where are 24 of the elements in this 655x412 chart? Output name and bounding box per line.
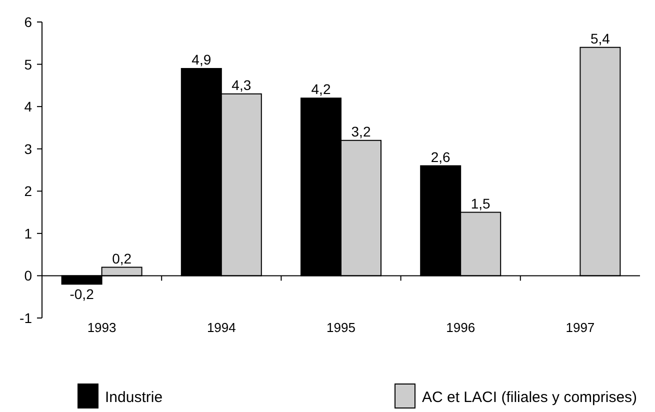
data-label: 4,9 [192, 52, 212, 68]
data-label: 4,3 [232, 76, 252, 93]
y-tick-label: 0 [24, 268, 32, 284]
data-label: 2,6 [430, 148, 451, 165]
y-tick-label: 4 [24, 98, 32, 115]
y-tick-label: 2 [24, 183, 32, 200]
data-label: 1,5 [470, 195, 491, 212]
x-tick-label: 1996 [446, 320, 476, 335]
data-label: -0,2 [70, 286, 94, 302]
legend-label: AC et LACI (filiales y comprises) [422, 389, 638, 406]
y-tick-label: -1 [20, 310, 32, 326]
data-label: 3,2 [351, 123, 371, 140]
y-tick-label: 3 [24, 140, 32, 157]
x-tick-label: 1993 [87, 320, 116, 335]
legend-label: Industrie [105, 389, 163, 406]
y-tick-label: 1 [24, 225, 32, 242]
y-tick-label: 5 [24, 56, 32, 72]
data-label: 5,4 [590, 30, 610, 46]
y-tick-label: 6 [24, 14, 32, 30]
data-label: 0,2 [112, 250, 132, 266]
x-tick-label: 1995 [326, 320, 356, 335]
data-label: 4,2 [311, 81, 331, 98]
x-tick-label: 1994 [206, 320, 236, 335]
x-tick-label: 1997 [566, 320, 595, 335]
